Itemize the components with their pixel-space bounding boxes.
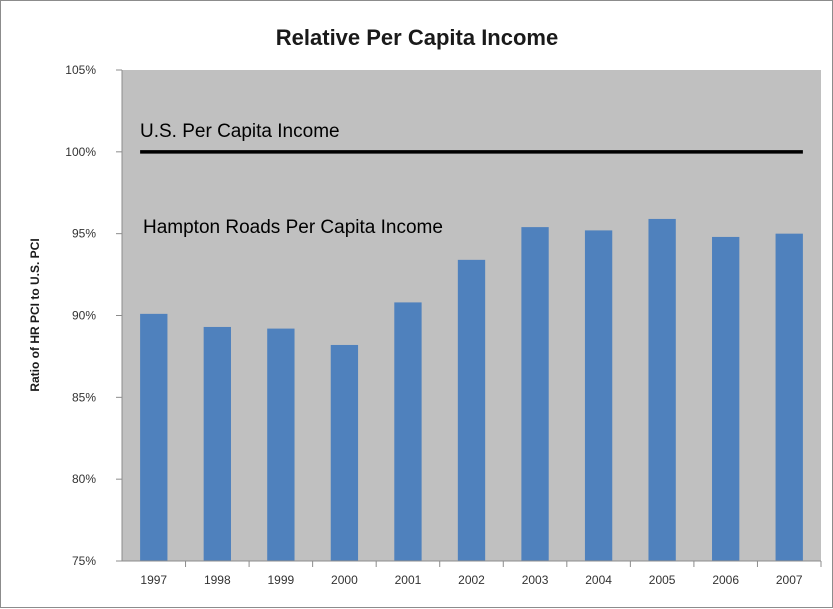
x-tick-label: 2001: [395, 573, 422, 587]
x-tick-label: 1999: [268, 573, 295, 587]
x-tick-label: 2007: [776, 573, 803, 587]
x-tick-label: 1997: [140, 573, 167, 587]
x-tick-label: 2003: [522, 573, 549, 587]
hampton-roads-per-capita-income-label: Hampton Roads Per Capita Income: [143, 217, 443, 238]
y-tick-label: 80%: [72, 472, 96, 486]
x-tick-label: 2006: [712, 573, 739, 587]
x-tick-label: 2005: [649, 573, 676, 587]
y-tick-label: 90%: [72, 309, 96, 323]
bar: [330, 344, 359, 561]
y-tick-label: 85%: [72, 390, 96, 404]
bar: [584, 230, 613, 562]
x-tick-label: 2002: [458, 573, 485, 587]
x-tick-label: 2004: [585, 573, 612, 587]
y-axis-label: Ratio of HR PCI to U.S. PCI: [28, 238, 42, 391]
y-tick-label: 95%: [72, 227, 96, 241]
y-tick-label: 100%: [65, 145, 96, 159]
bar: [140, 313, 168, 561]
bar: [267, 328, 295, 561]
bar: [203, 326, 231, 561]
y-tick-label: 105%: [65, 63, 96, 77]
bar: [394, 302, 422, 561]
bar: [775, 233, 803, 561]
chart-title: Relative Per Capita Income: [276, 25, 558, 50]
bars-layer: [140, 218, 803, 562]
x-tick-label: 2000: [331, 573, 358, 587]
x-tick-label: 1998: [204, 573, 231, 587]
bar: [712, 236, 740, 561]
y-axis: 75% 80% 85% 90% 95% 100% 105%: [65, 63, 123, 568]
x-axis: 1997 1998 1999 2000 2001 2002 2003 2004 2005 2006…: [122, 560, 822, 587]
us-per-capita-income-label: U.S. Per Capita Income: [140, 121, 340, 142]
bar: [648, 218, 676, 562]
bar: [457, 259, 486, 561]
bar: [521, 227, 549, 561]
y-tick-label: 75%: [72, 554, 96, 568]
